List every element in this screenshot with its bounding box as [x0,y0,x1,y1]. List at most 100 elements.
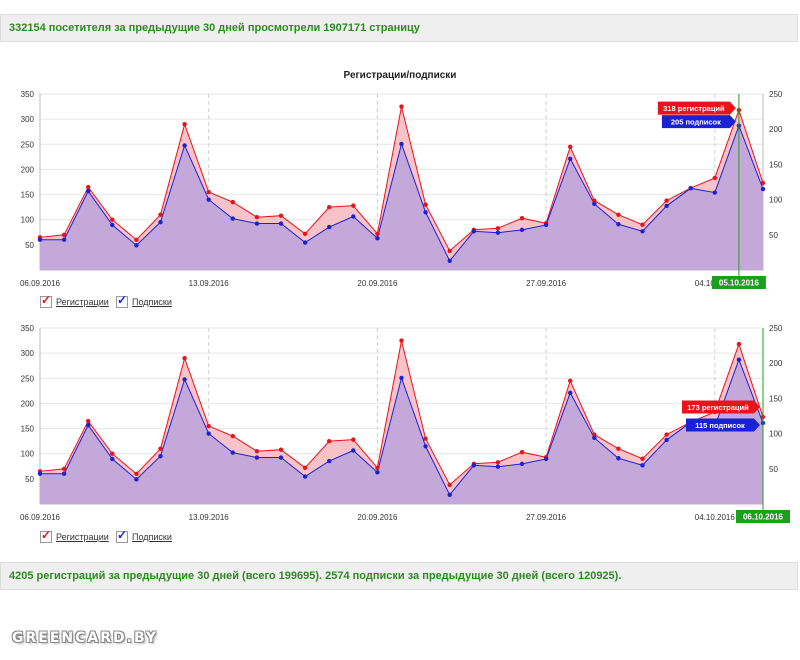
point-subscriptions [447,492,452,498]
point-subscriptions [736,357,742,362]
registrations-tooltip-label: 173 регистраций [687,403,749,412]
point-registrations [110,217,115,222]
registrations-summary-banner: 4205 регистраций за предыдущие 30 дней (… [0,562,798,590]
point-registrations [134,471,139,477]
point-subscriptions [86,188,91,194]
point-subscriptions [519,461,525,467]
point-subscriptions [664,203,669,209]
y-right-tick-label: 100 [769,196,783,205]
registrations-tooltip-label: 318 регистраций [663,104,725,113]
legend-label-subscriptions[interactable]: Подписки [132,297,172,307]
x-tick-label: 20.09.2016 [357,513,398,522]
legend-label-registrations[interactable]: Регистрации [56,532,109,542]
point-subscriptions [302,240,308,245]
checkbox-checked-icon[interactable] [116,528,128,543]
point-subscriptions [37,471,43,476]
point-registrations [399,104,404,109]
x-tick-label: 13.09.2016 [189,513,230,522]
point-registrations [302,465,308,470]
point-subscriptions [423,444,428,449]
registrations-subscriptions-chart-bottom: 350 300 250 200 150 100 50 250 200 150 100 50 06.09.… [0,320,800,545]
point-subscriptions [568,156,573,161]
greencard-logo: GREENCARD.BY [12,630,158,646]
point-registrations [230,433,235,439]
point-registrations [519,450,525,455]
point-registrations [182,355,187,361]
point-subscriptions [230,450,235,455]
point-subscriptions [351,448,356,453]
point-registrations [495,226,501,231]
registrations-subscriptions-chart-top: Регистрации/подписки 350 300 250 200 150 100 50… [0,60,800,310]
subscriptions-tooltip [686,418,760,432]
legend-item-subscriptions[interactable]: Подписки [116,293,172,308]
point-subscriptions [134,243,139,248]
legend-item-registrations[interactable]: Регистрации [40,528,109,543]
y-left-tick-label: 350 [21,324,35,333]
checkbox-checked-icon[interactable] [40,528,52,543]
point-subscriptions [110,456,115,462]
legend-label-subscriptions[interactable]: Подписки [132,532,172,542]
legend-label-registrations[interactable]: Регистрации [56,297,109,307]
chart-legend-bottom: Регистрации Подписки [0,320,800,545]
point-subscriptions [471,229,476,234]
point-subscriptions [37,237,43,242]
point-registrations [495,460,501,465]
point-registrations [447,482,452,488]
point-subscriptions [471,463,476,468]
point-registrations [327,204,332,210]
point-registrations [351,203,356,208]
point-registrations [254,449,260,454]
point-registrations [423,436,428,441]
y-left-tick-label: 50 [25,241,34,250]
point-registrations [134,237,139,243]
point-registrations [61,232,67,237]
point-registrations [375,231,380,236]
point-subscriptions [760,186,766,192]
point-subscriptions [423,210,428,215]
registrations-tooltip [682,400,760,414]
y-left-tick-label: 300 [21,349,35,358]
visitors-summary-text: 332154 посетителя за предыдущие 30 дней … [9,22,420,34]
legend-item-subscriptions[interactable]: Подписки [116,528,172,543]
point-subscriptions [447,258,452,264]
point-registrations [182,121,187,127]
point-subscriptions [375,470,380,475]
x-tick-label: 27.09.2016 [526,279,567,288]
point-registrations [327,438,332,444]
point-subscriptions [543,456,549,462]
checkbox-checked-icon[interactable] [40,293,52,308]
point-subscriptions [206,431,211,436]
point-subscriptions [616,222,621,227]
point-subscriptions [278,221,284,226]
point-registrations [278,213,284,218]
point-subscriptions [568,390,573,395]
point-subscriptions [61,237,67,242]
point-subscriptions [399,141,404,147]
registrations-tooltip [657,101,736,115]
point-subscriptions [206,197,211,202]
point-registrations [206,423,211,429]
y-right-tick-label: 150 [769,394,783,403]
point-registrations [447,248,452,254]
subscriptions-tooltip [661,115,736,129]
point-registrations [86,418,91,424]
y-left-tick-label: 150 [21,425,35,434]
y-left-tick-label: 350 [21,90,35,99]
area-subscriptions [40,125,763,271]
chart-svg-bottom: 350 300 250 200 150 100 50 250 200 150 100 50 06.09.… [20,324,790,523]
chart-title: Регистрации/подписки [344,70,457,81]
point-subscriptions [543,222,549,228]
point-registrations [230,199,235,205]
legend-item-registrations[interactable]: Регистрации [40,293,109,308]
point-subscriptions [640,229,645,234]
point-subscriptions [688,186,693,191]
chart-svg-top: Регистрации/подписки 350 300 250 200 150 100 50… [20,70,783,289]
crosshair-date-badge [711,276,766,289]
y-left-tick-label: 50 [25,475,34,484]
point-subscriptions [254,221,260,226]
point-registrations [640,456,645,461]
point-registrations [351,437,356,442]
y-right-tick-label: 200 [769,125,783,134]
point-subscriptions [327,458,332,464]
checkbox-checked-icon[interactable] [116,293,128,308]
